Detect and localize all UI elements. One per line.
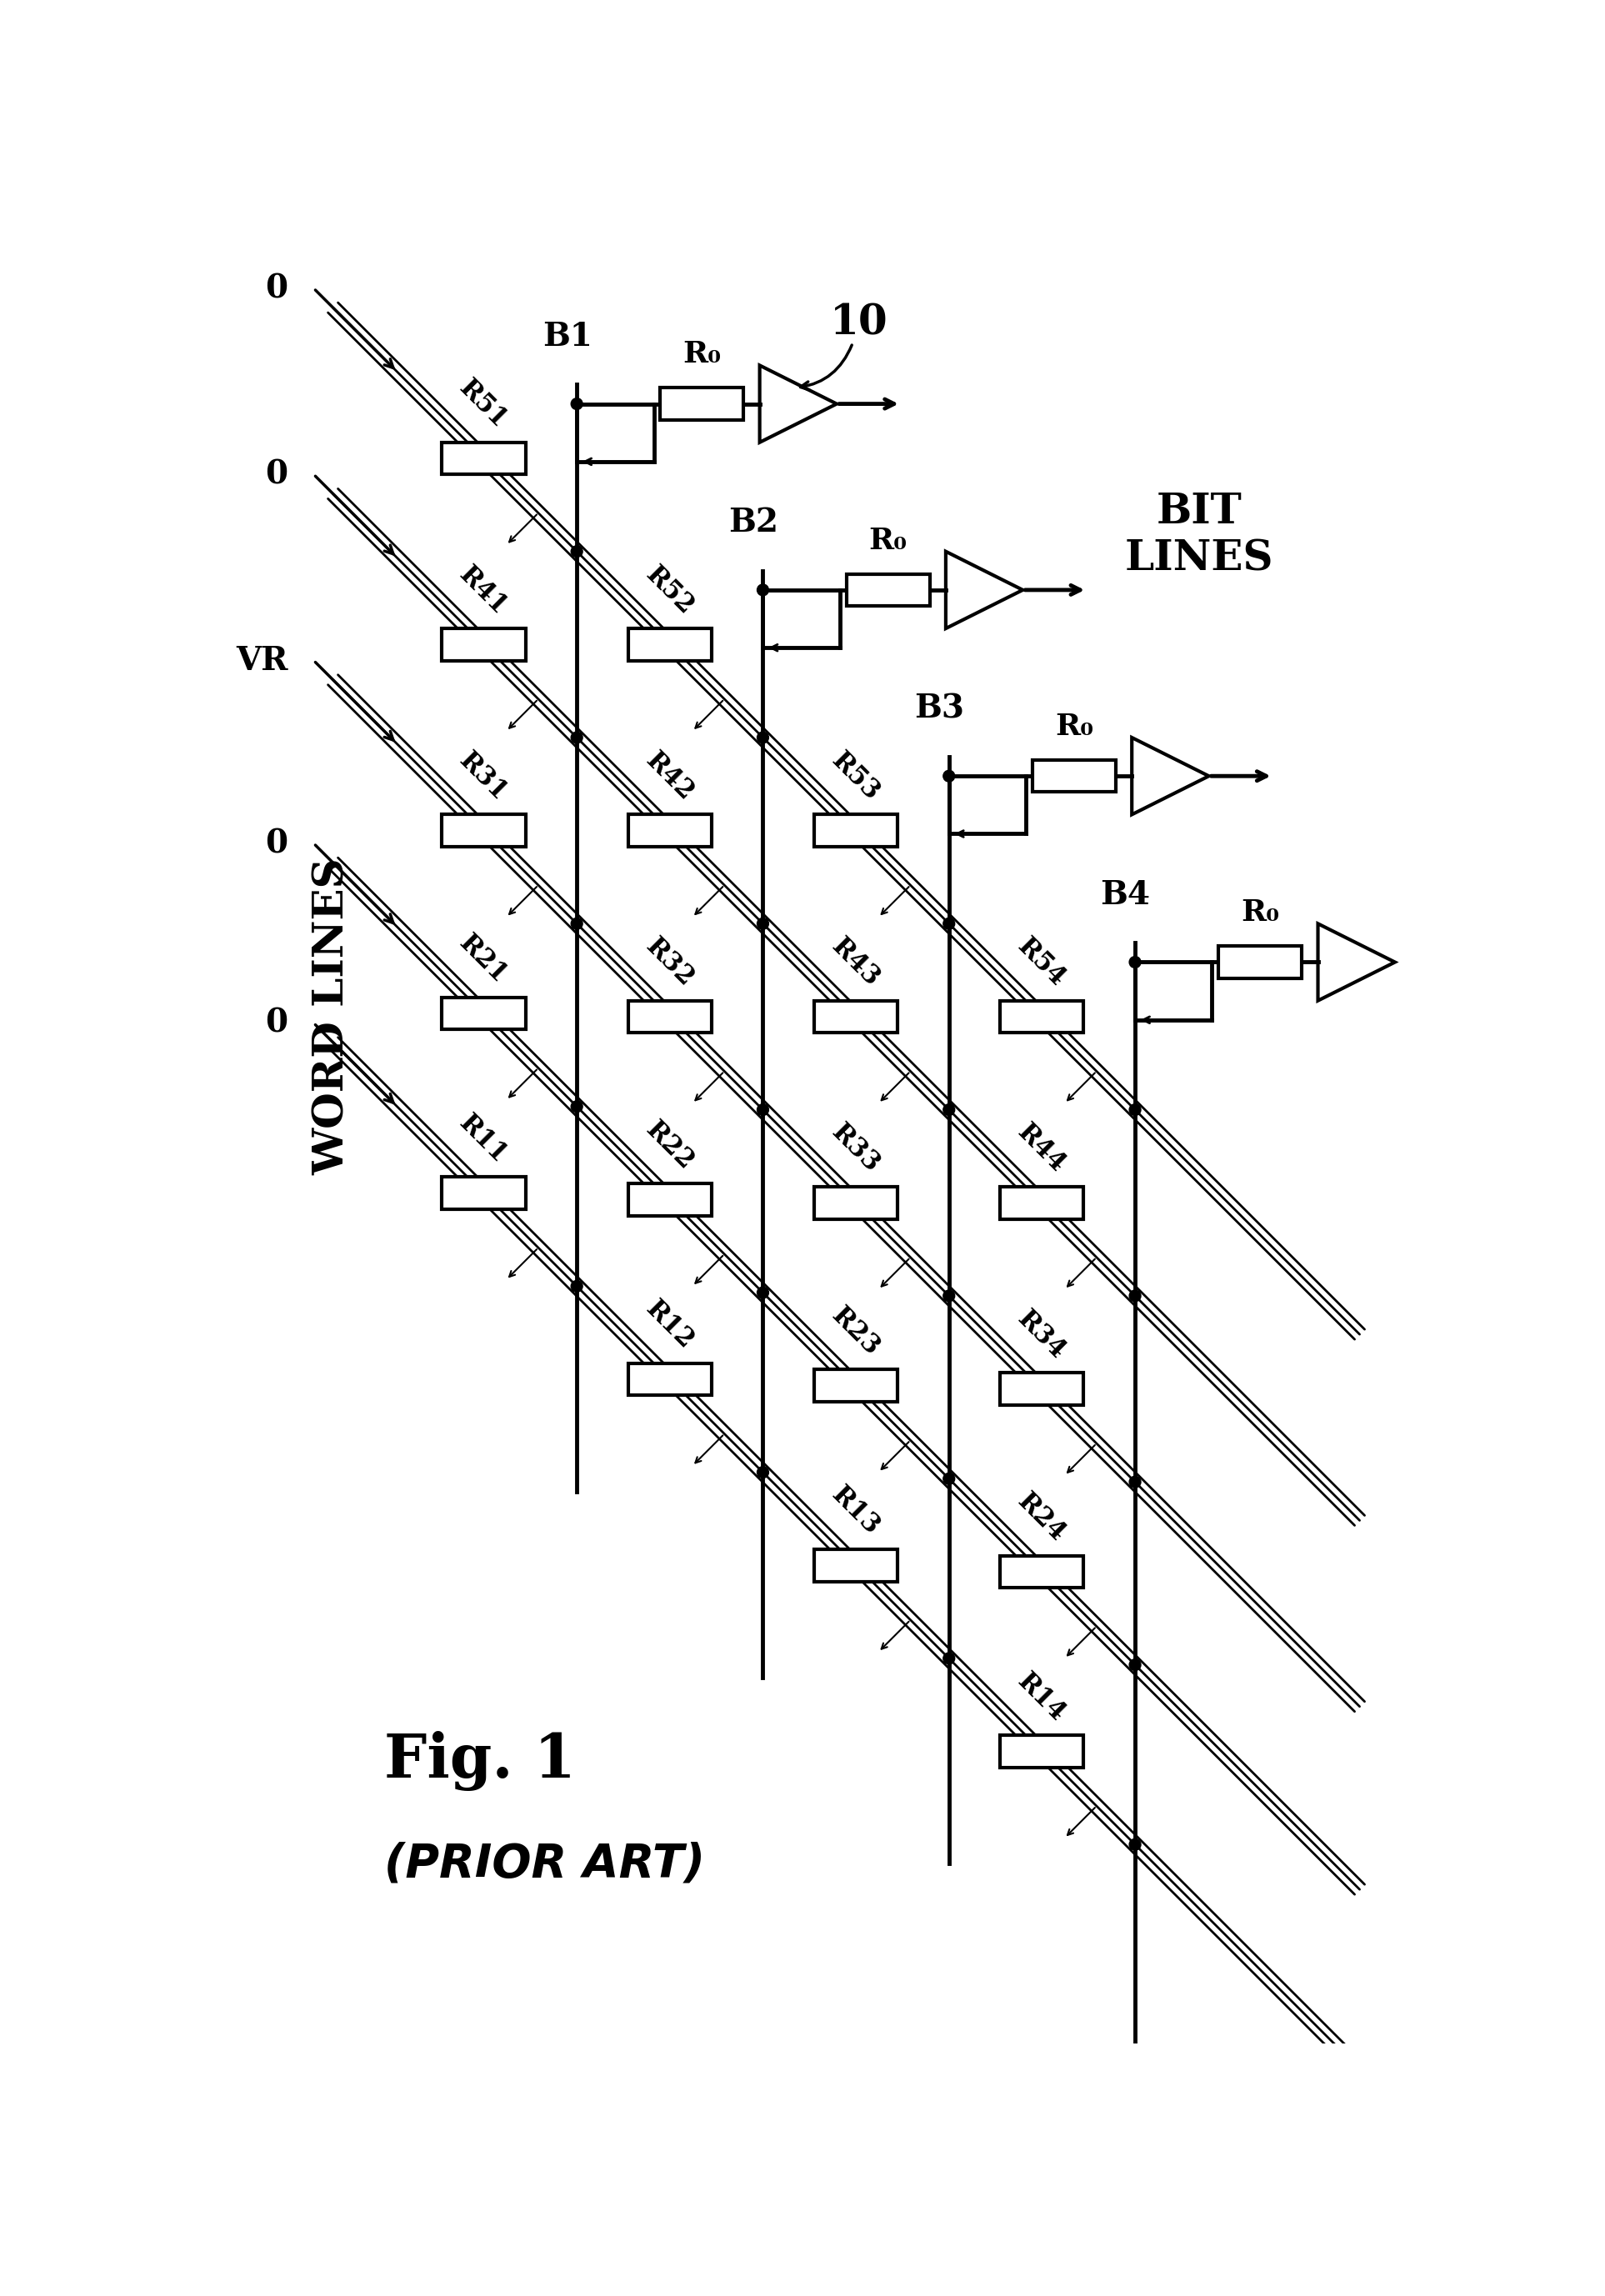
Text: R43: R43 xyxy=(827,934,884,992)
Text: R32: R32 xyxy=(640,934,698,992)
Bar xyxy=(628,629,711,661)
Text: WORD LINES: WORD LINES xyxy=(313,859,353,1176)
Text: R52: R52 xyxy=(640,560,698,620)
Circle shape xyxy=(944,1653,955,1665)
Circle shape xyxy=(758,1286,769,1300)
Text: B4: B4 xyxy=(1101,879,1151,912)
Text: R42: R42 xyxy=(640,748,698,806)
Text: B1: B1 xyxy=(542,321,592,354)
Circle shape xyxy=(944,1104,955,1116)
Circle shape xyxy=(571,1100,583,1111)
Text: R51: R51 xyxy=(454,374,512,434)
Circle shape xyxy=(758,583,769,595)
Bar xyxy=(814,1371,897,1403)
Text: R₀: R₀ xyxy=(682,340,721,370)
Bar xyxy=(1000,1001,1083,1033)
Circle shape xyxy=(571,918,583,930)
Text: R11: R11 xyxy=(454,1109,512,1169)
Bar xyxy=(441,996,525,1029)
Text: (PRIOR ART): (PRIOR ART) xyxy=(384,1841,705,1887)
Text: R24: R24 xyxy=(1013,1488,1071,1548)
Text: R13: R13 xyxy=(827,1483,884,1541)
Bar xyxy=(814,815,897,847)
Text: R54: R54 xyxy=(1013,934,1071,992)
Text: R53: R53 xyxy=(827,748,884,806)
Circle shape xyxy=(571,1281,583,1293)
Bar xyxy=(628,815,711,847)
Bar xyxy=(628,1001,711,1033)
Text: R31: R31 xyxy=(454,748,512,806)
Bar xyxy=(1000,1736,1083,1768)
Circle shape xyxy=(944,769,955,783)
Circle shape xyxy=(571,546,583,558)
Text: 0: 0 xyxy=(265,273,287,303)
Bar xyxy=(1032,760,1115,792)
Text: 10: 10 xyxy=(830,303,888,344)
Text: Fig. 1: Fig. 1 xyxy=(384,1731,576,1791)
Bar xyxy=(441,815,525,847)
Text: B3: B3 xyxy=(915,693,965,726)
Bar xyxy=(628,1182,711,1215)
Bar xyxy=(660,388,743,420)
Circle shape xyxy=(1130,1104,1141,1116)
Text: R₀: R₀ xyxy=(1054,712,1093,742)
Bar xyxy=(814,1001,897,1033)
Text: 0: 0 xyxy=(265,827,287,859)
Circle shape xyxy=(1130,1839,1141,1851)
Bar xyxy=(441,1178,525,1210)
Text: VR: VR xyxy=(236,645,287,677)
Text: R12: R12 xyxy=(640,1297,698,1355)
Bar xyxy=(441,443,525,475)
Text: BIT
LINES: BIT LINES xyxy=(1125,491,1274,579)
Text: R44: R44 xyxy=(1013,1120,1071,1178)
Circle shape xyxy=(1130,957,1141,969)
Bar xyxy=(814,1550,897,1582)
Text: R22: R22 xyxy=(640,1116,698,1176)
Circle shape xyxy=(758,1104,769,1116)
Text: R23: R23 xyxy=(827,1302,884,1362)
Bar xyxy=(1218,946,1302,978)
Circle shape xyxy=(944,1290,955,1302)
Bar xyxy=(1000,1187,1083,1219)
Bar xyxy=(1000,1557,1083,1589)
Circle shape xyxy=(571,397,583,409)
Text: R34: R34 xyxy=(1013,1306,1071,1364)
Text: R14: R14 xyxy=(1013,1669,1071,1727)
Circle shape xyxy=(1130,1476,1141,1488)
Text: 0: 0 xyxy=(265,459,287,491)
Bar xyxy=(814,1187,897,1219)
Circle shape xyxy=(571,732,583,744)
Text: R₀: R₀ xyxy=(868,526,907,556)
Circle shape xyxy=(758,918,769,930)
Text: B2: B2 xyxy=(729,507,778,540)
Circle shape xyxy=(758,1467,769,1479)
Bar xyxy=(441,629,525,661)
Bar xyxy=(628,1364,711,1396)
Circle shape xyxy=(758,732,769,744)
Circle shape xyxy=(1130,1290,1141,1302)
Circle shape xyxy=(1130,1660,1141,1671)
Bar xyxy=(1000,1373,1083,1405)
Text: R41: R41 xyxy=(454,560,512,620)
Text: 0: 0 xyxy=(265,1008,287,1040)
Text: R33: R33 xyxy=(827,1120,884,1178)
Text: R21: R21 xyxy=(454,930,512,990)
Circle shape xyxy=(944,918,955,930)
Circle shape xyxy=(944,1474,955,1486)
Text: R₀: R₀ xyxy=(1241,898,1279,928)
Bar xyxy=(846,574,929,606)
